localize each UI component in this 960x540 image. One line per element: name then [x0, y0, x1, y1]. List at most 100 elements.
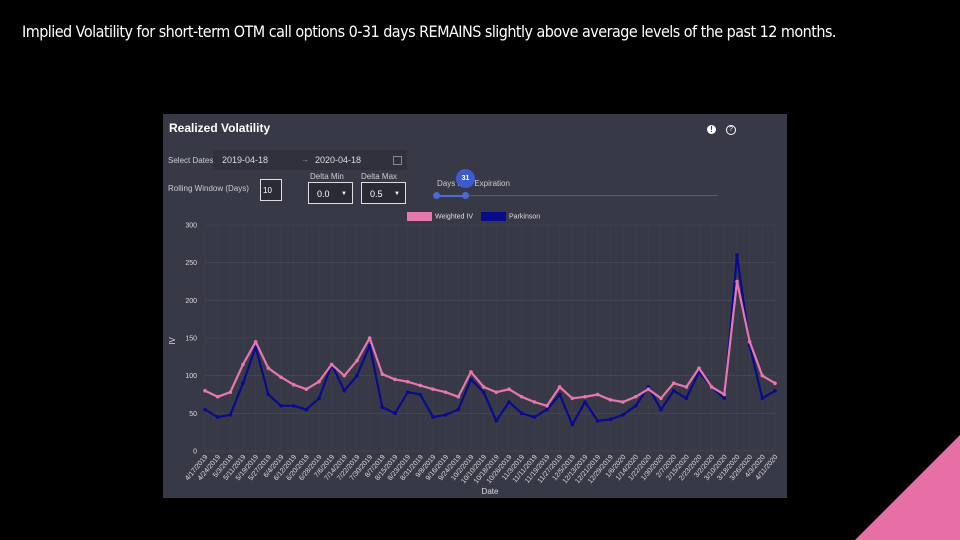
data-point-weighted-iv — [735, 279, 739, 284]
y-tick-label: 200 — [185, 298, 197, 305]
legend-parkinson[interactable]: Parkinson — [481, 212, 540, 221]
data-point-parkinson — [545, 407, 549, 412]
data-point-weighted-iv — [532, 400, 537, 404]
volatility-chart: 0501001502002503004/17/20194/24/20195/3/… — [168, 223, 780, 497]
days-slider-min-handle[interactable] — [433, 192, 440, 199]
realized-volatility-panel: Realized Volatility ! ? Select Dates 201… — [163, 114, 787, 498]
legend-weighted-iv[interactable]: Weighted IV — [407, 212, 473, 221]
data-point-parkinson — [507, 400, 511, 404]
data-point-parkinson — [570, 422, 575, 427]
question-icon[interactable]: ? — [726, 125, 736, 135]
legend-swatch-weighted-iv — [407, 212, 432, 221]
data-point-weighted-iv — [215, 394, 220, 399]
delta-max-select[interactable]: 0.5 ▼ — [361, 182, 406, 204]
data-point-weighted-iv — [557, 385, 562, 389]
rolling-window-label: Rolling Window (Days) — [168, 184, 249, 193]
data-point-weighted-iv — [595, 392, 600, 397]
data-point-parkinson — [443, 413, 448, 417]
pink-corner-decoration — [855, 435, 960, 540]
data-point-weighted-iv — [266, 366, 271, 370]
days-slider-max-handle[interactable] — [462, 192, 469, 199]
start-date-field[interactable]: 2019-04-18 — [222, 155, 269, 165]
data-point-weighted-iv — [671, 381, 676, 386]
data-point-weighted-iv — [329, 362, 334, 367]
data-point-parkinson — [317, 396, 321, 401]
data-point-parkinson — [367, 343, 372, 348]
data-point-parkinson — [583, 400, 587, 404]
data-point-parkinson — [659, 407, 663, 412]
data-point-parkinson — [456, 407, 461, 412]
data-point-parkinson — [760, 396, 765, 401]
data-point-weighted-iv — [621, 400, 625, 404]
data-point-weighted-iv — [393, 377, 397, 382]
x-axis-label: Date — [482, 487, 499, 496]
slide-title: Implied Volatility for short-term OTM ca… — [22, 22, 837, 41]
data-point-weighted-iv — [431, 387, 435, 392]
data-point-parkinson — [418, 392, 423, 397]
y-tick-label: 150 — [185, 336, 197, 343]
days-slider-value: 31 — [456, 169, 475, 188]
data-point-weighted-iv — [494, 390, 499, 395]
data-point-weighted-iv — [405, 379, 410, 384]
data-point-weighted-iv — [355, 358, 359, 363]
y-tick-label: 300 — [185, 223, 197, 230]
data-point-weighted-iv — [342, 373, 347, 378]
data-point-parkinson — [380, 405, 385, 410]
data-point-weighted-iv — [443, 390, 448, 395]
data-point-parkinson — [773, 388, 777, 393]
data-point-weighted-iv — [304, 387, 309, 392]
data-point-weighted-iv — [747, 339, 752, 344]
data-point-weighted-iv — [380, 372, 385, 376]
data-point-weighted-iv — [545, 404, 549, 408]
data-point-parkinson — [279, 404, 283, 408]
data-point-parkinson — [519, 411, 524, 416]
data-point-weighted-iv — [507, 387, 511, 392]
info-icon[interactable]: ! — [707, 125, 716, 134]
legend-swatch-parkinson — [481, 212, 506, 221]
data-point-weighted-iv — [469, 370, 473, 374]
data-point-parkinson — [532, 415, 537, 419]
calendar-icon[interactable] — [393, 156, 402, 165]
select-dates-label: Select Dates — [168, 156, 214, 165]
days-slider-track[interactable] — [436, 195, 718, 196]
data-point-parkinson — [735, 253, 739, 257]
data-point-parkinson — [203, 407, 207, 412]
y-axis-label: IV — [168, 337, 177, 345]
data-point-weighted-iv — [633, 394, 638, 399]
data-point-weighted-iv — [646, 387, 651, 392]
y-tick-label: 50 — [189, 411, 197, 418]
panel-title: Realized Volatility — [169, 121, 271, 135]
data-point-weighted-iv — [608, 397, 613, 402]
rolling-window-input[interactable]: 10 — [260, 179, 282, 201]
data-point-parkinson — [241, 381, 245, 386]
days-slider-fill — [436, 195, 466, 197]
data-point-parkinson — [621, 413, 625, 417]
legend-label-parkinson: Parkinson — [509, 213, 541, 221]
delta-min-select[interactable]: 0.0 ▼ — [308, 182, 353, 204]
data-point-weighted-iv — [367, 336, 372, 340]
y-tick-label: 250 — [185, 260, 197, 267]
y-tick-label: 100 — [185, 373, 197, 380]
caret-down-icon: ▼ — [341, 191, 347, 197]
data-point-parkinson — [595, 419, 600, 423]
data-point-weighted-iv — [253, 339, 258, 344]
caret-down-icon: ▼ — [394, 191, 400, 197]
delta-min-value: 0.0 — [317, 189, 330, 199]
data-point-parkinson — [393, 411, 397, 416]
date-range-picker[interactable]: 2019-04-18 → 2020-04-18 — [213, 150, 407, 170]
data-point-weighted-iv — [291, 382, 296, 387]
data-point-weighted-iv — [317, 379, 321, 384]
data-point-parkinson — [342, 388, 347, 393]
data-point-parkinson — [469, 377, 473, 382]
end-date-field[interactable]: 2020-04-18 — [315, 155, 362, 165]
series-line-weighted-iv — [204, 280, 776, 407]
data-point-weighted-iv — [481, 385, 486, 389]
series-line-parkinson — [204, 254, 776, 426]
y-tick-label: 0 — [193, 449, 197, 456]
data-point-parkinson — [481, 390, 486, 395]
data-point-parkinson — [304, 407, 309, 412]
data-point-parkinson — [405, 390, 410, 395]
data-point-weighted-iv — [722, 392, 727, 397]
arrow-right-icon: → — [301, 155, 309, 164]
data-point-weighted-iv — [418, 383, 423, 388]
